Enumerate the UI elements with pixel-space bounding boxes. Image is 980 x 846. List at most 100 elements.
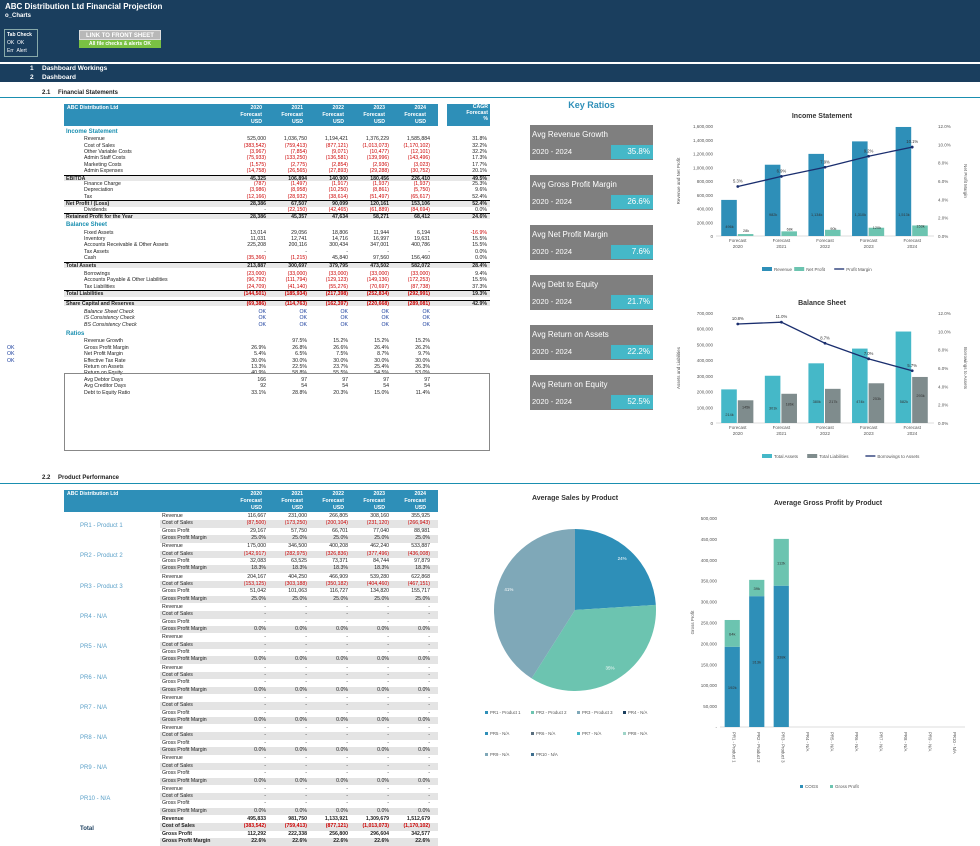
fin-row: EBITDA 45,325 106,894 140,900 180,456 226,410… (64, 174, 490, 182)
legend-label: PR9 - N/A (490, 752, 509, 757)
y2-tick-label: 10.0% (938, 329, 951, 334)
cell-value: 134,820 (370, 588, 389, 595)
x-tick-label: 2021 (776, 431, 787, 436)
row-label: Depreciation (84, 187, 114, 194)
cell-value: 0.0% (254, 626, 266, 633)
y-tick-label: - (716, 725, 718, 730)
bar-revenue (895, 126, 912, 236)
legend-label: PR10 - N/A (536, 752, 558, 757)
cell-value: 54 (383, 383, 389, 390)
section-dashboard[interactable]: 2 Dashboard (0, 73, 980, 82)
cell-value: - (264, 755, 266, 762)
app-title: ABC Distribution Ltd Financial Projectio… (5, 2, 163, 11)
product-row: Gross Profit Margin 22.6% 22.6% 22.6% 22.6% 2… (160, 838, 438, 846)
product-row: Gross Profit Margin 0.0% 0.0% 0.0% 0.0% 0.0% (160, 626, 438, 634)
cell-value: - (428, 641, 430, 648)
y-tick-label: 0 (710, 421, 713, 426)
legend-swatch (807, 454, 818, 458)
fin-row: Admin Staff Costs (75,933) (133,250) (136,5… (64, 155, 490, 161)
cell-value: (96,792) (246, 277, 266, 284)
cell-value: 19,631 (414, 236, 430, 242)
cell-value: 11.4% (415, 389, 430, 396)
cell-value: - (387, 603, 389, 610)
section-dashboard-workings[interactable]: 1 Dashboard Workings (0, 64, 980, 73)
key-ratio-card: Avg Debt to Equity 2020 - 2024 21.7% (530, 275, 653, 310)
cell-value: 112,292 (247, 830, 266, 837)
cell-value: (87,500) (246, 520, 266, 527)
cell-value: - (264, 785, 266, 792)
y-tick-label: 300,000 (697, 374, 714, 379)
cell-value: 342,577 (411, 830, 430, 837)
cell-value: (1,215) (290, 255, 307, 262)
cell-value: 0.0% (418, 626, 430, 633)
cell-value: 29,056 (291, 229, 307, 236)
year-header: 2021 Forecast USD (263, 105, 303, 126)
slice-label: 24% (618, 556, 627, 561)
cell-value: - (305, 618, 307, 625)
sub-label: Financial Statements (58, 90, 119, 96)
cell-value: 204,167 (247, 573, 266, 580)
product-row: Revenue - - - - - (160, 634, 438, 641)
cell-value: 26.9% (251, 344, 266, 351)
data-label: 112k (777, 560, 785, 565)
cell-value: 25.0% (292, 595, 307, 602)
sub-num: 2.2 (42, 475, 51, 481)
ratio-value: 52.5% (611, 395, 653, 409)
row-label: Marketing Costs (84, 161, 122, 168)
row-label: Accounts Payable & Other Liabilities (84, 277, 168, 284)
cell-value: (42,465) (328, 206, 348, 213)
cell-value: - (428, 679, 430, 686)
cell-value: - (428, 770, 430, 777)
bar-total-liabilities (781, 393, 797, 423)
year-label: 2020 (250, 105, 262, 111)
cell-value: 25.0% (333, 535, 348, 542)
cell-value: (29,288) (369, 168, 389, 175)
line-label: 5.3% (733, 179, 743, 184)
cell-value: 54 (342, 383, 348, 390)
cell-value: - (264, 634, 266, 641)
chart-title: Average Sales by Product (532, 495, 619, 502)
product-row: Revenue 116,667 231,000 266,805 308,160 355,9… (160, 513, 438, 520)
fin-row: Accounts Receivable & Other Assets 225,20… (64, 242, 490, 248)
fin-row: Share Capital and Reserves (69,386) (114,7… (64, 299, 490, 307)
y2-tick-label: 6.0% (938, 366, 948, 371)
bar-cogs (773, 585, 789, 727)
cell-value: (33,000) (287, 271, 307, 277)
bar-total-liabilities (737, 400, 754, 423)
product-row: Gross Profit 32,083 63,525 73,371 84,744 97,8… (160, 558, 438, 565)
product-row: Gross Profit Margin 0.0% 0.0% 0.0% 0.0% 0.0% (160, 686, 438, 695)
metric-label: Gross Profit Margin (162, 838, 211, 845)
cell-value: 347,001 (370, 242, 389, 249)
cell-value: 25.0% (415, 535, 430, 542)
link-front-sheet-button[interactable]: LINK TO FRONT SHEET (79, 30, 161, 40)
cell-value: 97,560 (373, 255, 389, 262)
cell-value: 120,161 (370, 201, 389, 208)
cell-value: - (346, 611, 348, 618)
bar-total-assets (764, 375, 781, 423)
cell-value: 68,412 (414, 214, 430, 220)
year-label: 2024 (414, 105, 426, 111)
cell-value: (12,166) (246, 193, 266, 200)
legend-swatch (794, 267, 805, 271)
metric-label: Revenue (162, 573, 183, 580)
metric-label: Revenue (162, 785, 183, 792)
cell-value: - (346, 762, 348, 769)
cell-value: (70,697) (369, 283, 389, 290)
cagr-header: CAGR Forecast % (447, 104, 490, 126)
y-tick-label: 600,000 (697, 327, 714, 332)
cell-value: - (387, 793, 389, 800)
cell-value: - (305, 709, 307, 716)
y-tick-label: 400,000 (697, 358, 714, 363)
x-tick-label: 2020 (733, 244, 744, 249)
fin-row: Avg Debtor Days 166 97 97 97 97 (64, 377, 490, 383)
y2-tick-label: 8.0% (938, 161, 948, 166)
cell-value: 25.0% (292, 535, 307, 542)
cell-value: OK (381, 309, 390, 315)
year-header: 2020 Forecast USD (222, 491, 262, 512)
cell-value: 300,434 (329, 242, 348, 249)
cell-value: (759,413) (284, 142, 307, 149)
cell-value: 1,376,229 (365, 136, 389, 143)
cell-value: 26.4% (374, 344, 389, 351)
cell-value: 0.0% (336, 656, 348, 663)
metric-label: Gross Profit (162, 588, 190, 595)
